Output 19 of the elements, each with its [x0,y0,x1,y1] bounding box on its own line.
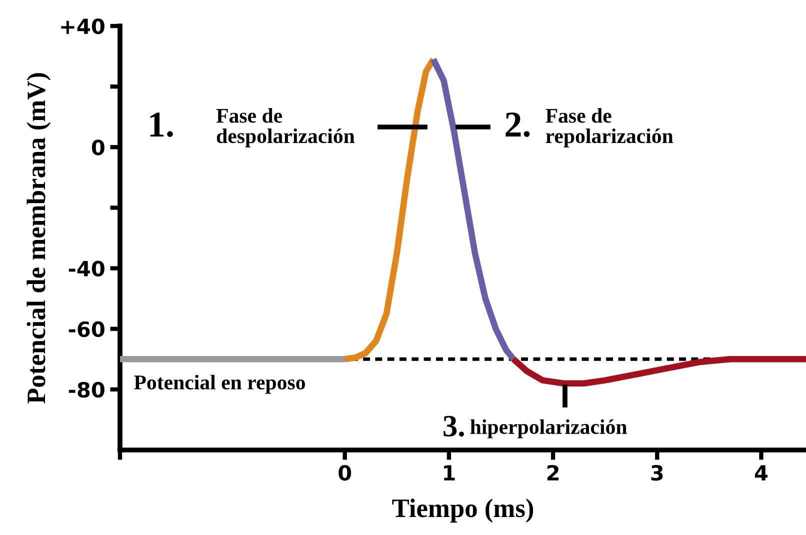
y-tick-label: +40 [61,18,104,34]
y-tick-label: -80 [68,382,104,398]
x-axis-title: Tiempo (ms) [392,498,534,523]
y-tick-label: 0 [92,140,104,156]
y-tick-label: -40 [68,260,104,276]
annotation: Fase de despolarización [216,108,355,148]
x-tick-label: 3 [651,464,663,481]
annotation: 2. [506,112,530,137]
x-tick-label: 0 [338,464,352,481]
x-tick-label: 1 [444,465,455,480]
annotation: Fase de repolarización [546,108,674,148]
annotation: hiperpolarización [470,419,627,438]
annotation: Potencial en reposo [134,374,305,394]
annotation: 1. [150,112,173,137]
y-axis-title: Potencial de membrana (mV) [26,73,51,404]
x-tick-label: 4 [754,465,768,480]
x-tick-label: 2 [547,464,558,480]
annotation: 3. [444,416,464,437]
y-tick-label: -60 [68,321,104,338]
